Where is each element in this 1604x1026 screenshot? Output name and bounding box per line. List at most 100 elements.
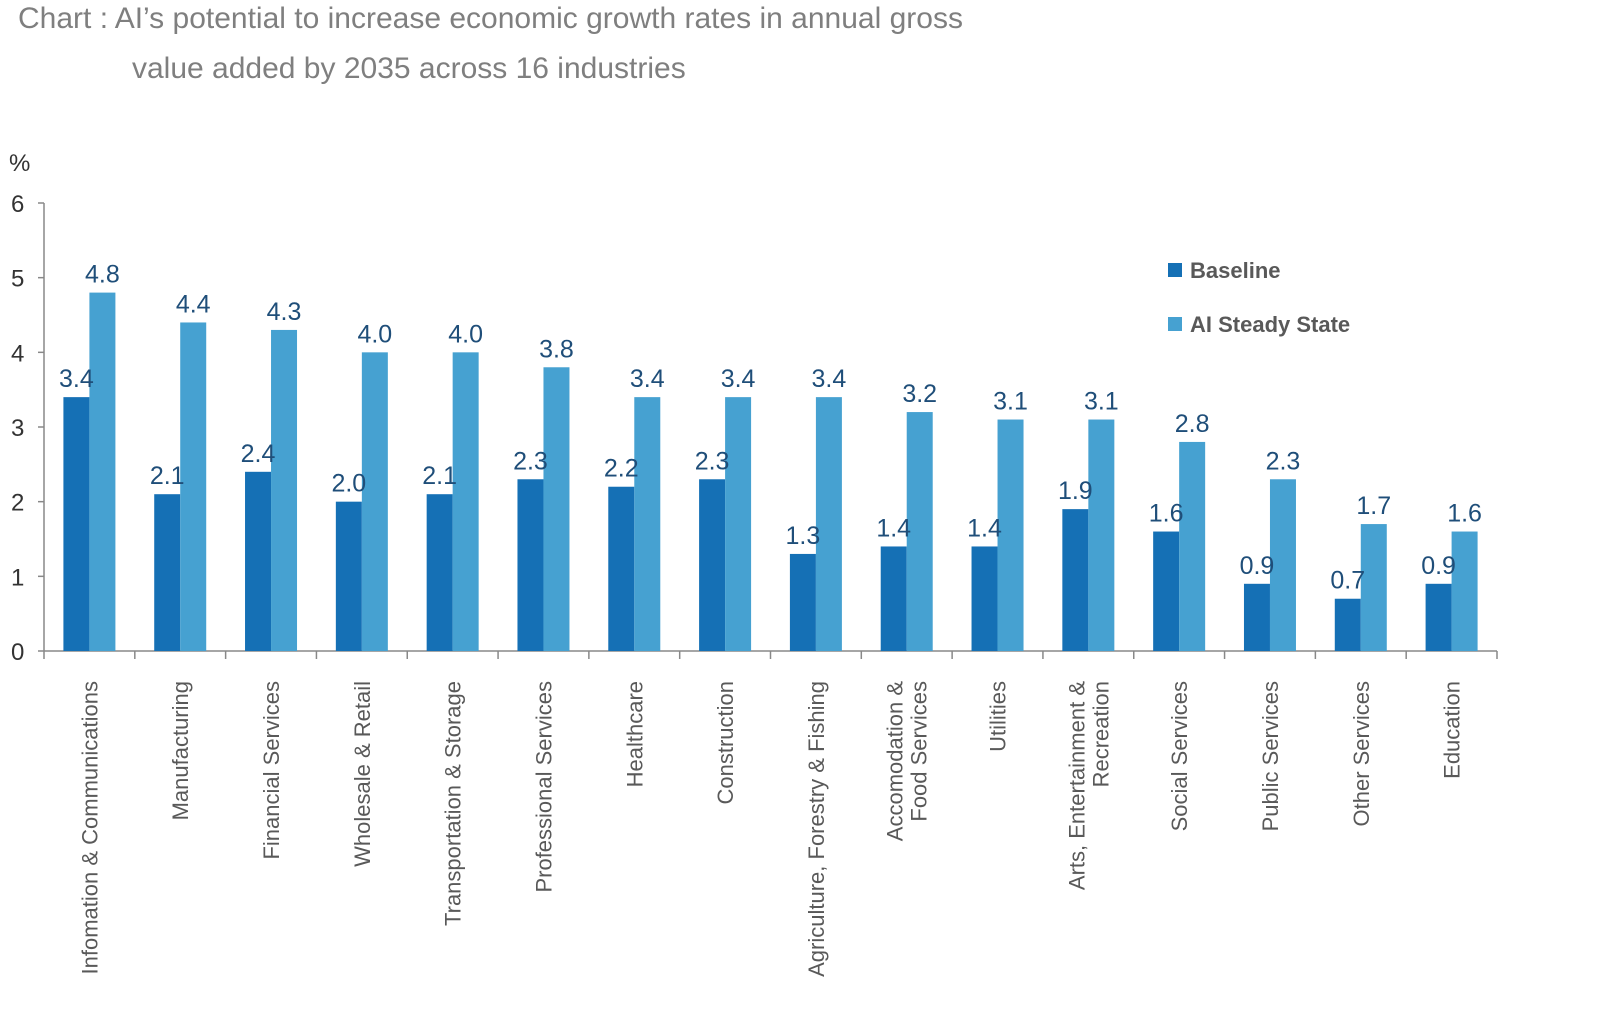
bars xyxy=(63,292,1478,651)
data-label-ai-steady-state: 4.3 xyxy=(267,298,302,326)
legend-swatch-baseline xyxy=(1168,263,1182,277)
category-label: Transportation & Storage xyxy=(441,681,466,926)
data-label-baseline: 0.7 xyxy=(1330,567,1365,595)
y-tick-label: 2 xyxy=(11,490,24,517)
bar-baseline xyxy=(426,494,453,651)
data-label-ai-steady-state: 3.4 xyxy=(721,365,756,393)
bar-baseline xyxy=(1062,509,1089,651)
bar-ai-steady-state xyxy=(1451,531,1478,651)
bar-baseline xyxy=(335,501,362,651)
category-label: Other Services xyxy=(1349,681,1374,827)
data-label-baseline: 1.4 xyxy=(876,514,911,542)
data-label-baseline: 2.4 xyxy=(241,440,276,468)
data-label-baseline: 0.9 xyxy=(1240,552,1275,580)
category-label: Manufacturing xyxy=(168,681,193,820)
legend: Baseline AI Steady State xyxy=(1168,258,1350,337)
category-label: Construction xyxy=(713,681,738,805)
legend-label-baseline: Baseline xyxy=(1190,258,1281,283)
bar-baseline xyxy=(1243,583,1270,651)
category-label: Education xyxy=(1440,681,1465,779)
bar-baseline xyxy=(880,546,907,651)
bar-baseline xyxy=(1334,598,1361,651)
bar-baseline xyxy=(1153,531,1180,651)
category-label: Public Services xyxy=(1258,681,1283,831)
bar-ai-steady-state xyxy=(815,397,842,651)
category-label: Food Services xyxy=(907,681,932,822)
data-label-ai-steady-state: 3.4 xyxy=(630,365,665,393)
y-tick-label: 3 xyxy=(11,415,24,442)
data-label-baseline: 2.0 xyxy=(331,470,366,498)
bar-baseline xyxy=(699,479,726,651)
category-label: Infomation & Communications xyxy=(77,681,102,974)
bar-ai-steady-state xyxy=(1088,419,1115,651)
data-label-ai-steady-state: 1.6 xyxy=(1447,500,1482,528)
data-label-baseline: 1.6 xyxy=(1149,500,1184,528)
bar-baseline xyxy=(789,553,816,651)
data-label-baseline: 2.2 xyxy=(604,455,639,483)
bar-baseline xyxy=(63,397,90,651)
data-label-ai-steady-state: 4.0 xyxy=(357,320,392,348)
bar-baseline xyxy=(1425,583,1452,651)
data-label-baseline: 2.3 xyxy=(695,447,730,475)
data-label-ai-steady-state: 3.1 xyxy=(1084,388,1119,416)
category-label: Agriculture, Forestry & Fishing xyxy=(804,681,829,977)
bar-ai-steady-state xyxy=(997,419,1024,651)
category-label: Professional Services xyxy=(531,681,556,893)
data-label-ai-steady-state: 3.4 xyxy=(812,365,847,393)
bar-baseline xyxy=(608,486,635,651)
y-tick-label: 0 xyxy=(11,639,24,666)
bar-ai-steady-state xyxy=(89,292,116,651)
bar-baseline xyxy=(154,494,181,651)
category-label: Financial Services xyxy=(259,681,284,860)
bar-ai-steady-state xyxy=(543,367,570,651)
data-label-baseline: 3.4 xyxy=(59,365,94,393)
category-label: Utilities xyxy=(986,681,1011,752)
category-label: Healthcare xyxy=(622,681,647,787)
y-tick-label: 4 xyxy=(11,340,24,367)
data-labels: 3.4 4.8 2.1 4.4 2.4 4.3 2.0 4.0 2.1 4.0 2.3 3.8 2.2 3… xyxy=(59,261,1482,595)
bar-ai-steady-state xyxy=(725,397,752,651)
bar-ai-steady-state xyxy=(634,397,661,651)
data-label-ai-steady-state: 2.3 xyxy=(1266,447,1301,475)
bar-ai-steady-state xyxy=(1179,441,1206,651)
bar-ai-steady-state xyxy=(180,322,207,651)
category-labels: Infomation & Communications Manufacturing… xyxy=(77,681,1464,977)
data-label-baseline: 0.9 xyxy=(1421,552,1456,580)
data-label-ai-steady-state: 4.8 xyxy=(85,261,120,289)
data-label-baseline: 2.1 xyxy=(150,462,185,490)
data-label-baseline: 1.9 xyxy=(1058,477,1093,505)
category-label: Social Services xyxy=(1167,681,1192,831)
legend-label-ai-steady-state: AI Steady State xyxy=(1190,312,1350,337)
data-label-ai-steady-state: 4.4 xyxy=(176,290,211,318)
bar-ai-steady-state xyxy=(1360,524,1387,651)
bar-ai-steady-state xyxy=(452,352,479,651)
legend-swatch-ai-steady-state xyxy=(1168,317,1182,331)
y-tick-label: 1 xyxy=(11,564,24,591)
category-label: Wholesale & Retail xyxy=(350,681,375,867)
chart-title-line-1: Chart : AI’s potential to increase econo… xyxy=(18,2,963,35)
category-label: Recreation xyxy=(1088,681,1113,787)
bar-baseline xyxy=(245,471,272,651)
category-label: Accomodation & xyxy=(883,681,908,842)
data-label-baseline: 2.1 xyxy=(422,462,457,490)
y-tick-label: 5 xyxy=(11,266,24,293)
data-label-ai-steady-state: 3.1 xyxy=(993,388,1028,416)
bar-baseline xyxy=(971,546,998,651)
data-label-ai-steady-state: 1.7 xyxy=(1356,492,1391,520)
data-label-baseline: 1.3 xyxy=(786,522,821,550)
data-label-ai-steady-state: 2.8 xyxy=(1175,410,1210,438)
data-label-ai-steady-state: 3.2 xyxy=(902,380,937,408)
y-tick-label: 6 xyxy=(11,191,24,218)
bar-baseline xyxy=(517,479,544,651)
category-label: Arts, Entertainment & xyxy=(1064,681,1089,890)
data-label-ai-steady-state: 3.8 xyxy=(539,335,574,363)
bar-ai-steady-state xyxy=(271,329,298,651)
data-label-baseline: 2.3 xyxy=(513,447,548,475)
chart-title-line-2: value added by 2035 across 16 industries xyxy=(132,52,686,85)
y-axis-unit-label: % xyxy=(9,150,30,177)
bar-ai-steady-state xyxy=(1269,479,1296,651)
data-label-baseline: 1.4 xyxy=(967,514,1002,542)
bar-ai-steady-state xyxy=(361,352,388,651)
data-label-ai-steady-state: 4.0 xyxy=(448,320,483,348)
